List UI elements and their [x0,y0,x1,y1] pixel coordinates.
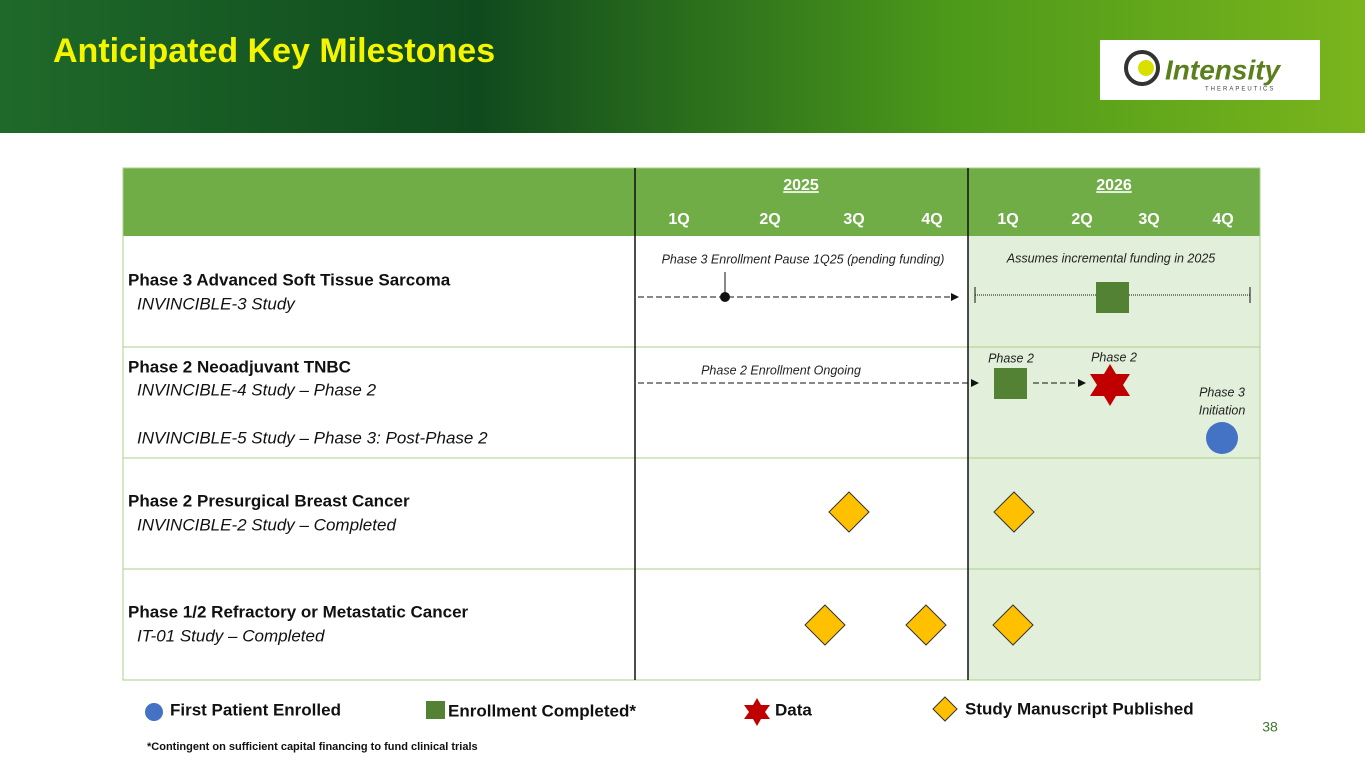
quarter: 2Q [1071,211,1092,228]
row-line: IT-01 Study – Completed [137,626,325,645]
footnote: *Contingent on sufficient capital financ… [147,741,478,753]
quarter: 4Q [921,211,942,228]
logo-mark [1124,50,1160,86]
legend-label: Study Manuscript Published [965,699,1194,718]
year: 2025 [783,177,819,194]
annotation: Assumes incremental funding in 2025 [1006,251,1216,265]
legend [145,696,958,726]
title: Anticipated Key Milestones [53,32,495,70]
row-line: INVINCIBLE-4 Study – Phase 2 [137,380,377,399]
row-line: INVINCIBLE-3 Study [137,294,296,313]
year: 2026 [1096,177,1132,194]
table-header [123,168,1260,236]
row-line: INVINCIBLE-5 Study – Phase 3: Post-Phase… [137,428,488,447]
legend-label: First Patient Enrolled [170,700,341,719]
logo-name: Intensity [1165,54,1282,85]
annotation: Phase 2 Enrollment Ongoing [701,363,861,377]
annotation: Phase 2 [1091,350,1137,364]
annotation: Initiation [1199,403,1246,417]
quarter: 1Q [997,211,1018,228]
table-border [122,167,1261,681]
logo-tagline: THERAPEUTICS [1205,87,1275,93]
legend-label: Data [775,700,812,719]
quarter: 3Q [843,211,864,228]
row-title: Phase 2 Presurgical Breast Cancer [128,491,410,510]
row-title: Phase 3 Advanced Soft Tissue Sarcoma [128,270,451,289]
quarter: 2Q [759,211,780,228]
row-line: INVINCIBLE-2 Study – Completed [137,515,396,534]
annotation: Phase 2 [988,351,1034,365]
row-title: Phase 2 Neoadjuvant TNBC [128,357,351,376]
quarter: 3Q [1138,211,1159,228]
quarter: 1Q [668,211,689,228]
legend-label: Enrollment Completed* [448,701,636,720]
logo-mark [1138,60,1154,76]
logo-bg [1100,40,1320,100]
row-title: Phase 1/2 Refractory or Metastatic Cance… [128,602,469,621]
page-number: 38 [1262,719,1278,735]
quarter: 4Q [1212,211,1233,228]
annotation: Phase 3 Enrollment Pause 1Q25 (pending f… [662,252,945,266]
annotation: Phase 3 [1199,385,1245,399]
timeline-shapes [638,272,1251,646]
